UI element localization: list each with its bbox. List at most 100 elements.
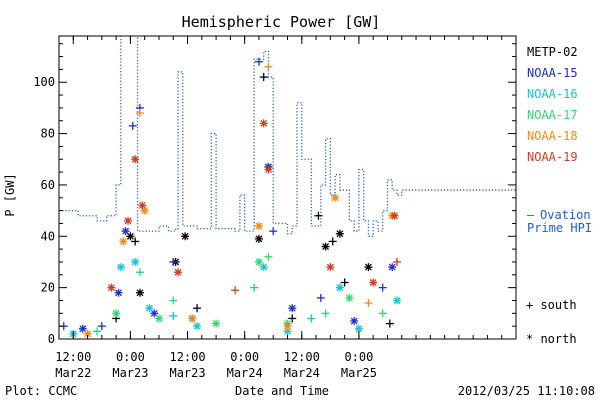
marker-stroke — [107, 284, 115, 292]
marker-stroke — [124, 217, 132, 225]
marker-noaa-17 — [321, 309, 330, 318]
marker-noaa-17 — [93, 327, 102, 336]
marker-legend-north: * north — [526, 332, 577, 346]
marker-stroke — [288, 304, 296, 312]
marker-stroke — [131, 155, 139, 163]
x-tick-label-date: Mar22 — [55, 366, 91, 380]
marker-noaa-17 — [212, 319, 221, 328]
marker-noaa-18 — [254, 222, 263, 231]
marker-stroke — [193, 322, 201, 330]
marker-legend-south: + south — [526, 298, 577, 312]
x-tick-label-time: 12:00 — [284, 350, 320, 364]
marker-noaa-16 — [145, 304, 154, 313]
legend-noaa-17: NOAA-17 — [527, 108, 578, 122]
marker-metp-02 — [135, 288, 144, 297]
marker-noaa-16 — [116, 263, 125, 272]
ovation-layer — [59, 36, 516, 237]
marker-stroke — [255, 258, 263, 266]
marker-noaa-18 — [188, 314, 197, 323]
marker-noaa-15 — [388, 263, 397, 272]
chart-title: Hemispheric Power [GW] — [182, 13, 381, 31]
marker-stroke — [126, 232, 134, 240]
marker-stroke — [336, 230, 344, 238]
marker-stroke — [212, 320, 220, 328]
ovation-prime-hpi-line — [59, 36, 516, 237]
marker-noaa-18 — [119, 237, 128, 246]
ovation-legend-line2: Prime HPI — [527, 221, 592, 235]
marker-stroke — [115, 289, 122, 297]
x-tick-label-time: 0:00 — [116, 350, 145, 364]
marker-noaa-15 — [114, 288, 123, 297]
x-tick-label-date: Mar24 — [284, 366, 320, 380]
x-tick-label-date: Mar23 — [112, 366, 148, 380]
marker-stroke — [131, 258, 139, 266]
legend-noaa-16: NOAA-16 — [527, 87, 578, 101]
marker-stroke — [260, 119, 268, 127]
ovation-legend-dash: — — [527, 208, 535, 222]
y-tick-label: 100 — [33, 75, 55, 89]
marker-metp-02 — [193, 304, 202, 313]
marker-stroke — [141, 207, 149, 215]
marker-stroke — [145, 304, 153, 312]
marker-stroke — [350, 317, 358, 325]
marker-stroke — [84, 330, 92, 338]
marker-noaa-16 — [335, 283, 344, 292]
marker-noaa-18 — [364, 299, 373, 308]
marker-noaa-17 — [345, 293, 354, 302]
marker-stroke — [150, 309, 158, 317]
marker-noaa-19 — [174, 268, 183, 277]
marker-metp-02 — [364, 263, 373, 272]
marker-noaa-17 — [154, 314, 163, 323]
marker-stroke — [393, 297, 401, 304]
series-legend: METP-02 NOAA-15 NOAA-16 NOAA-17 NOAA-18 NOAA-… — [527, 45, 578, 164]
marker-stroke — [260, 263, 268, 271]
marker-noaa-19 — [264, 165, 273, 174]
marker-stroke — [322, 243, 330, 251]
marker-noaa-18 — [264, 62, 273, 71]
marker-metp-02 — [314, 211, 323, 220]
legend-noaa-19: NOAA-19 — [527, 150, 578, 164]
marker-metp-02 — [288, 314, 297, 323]
marker-noaa-19 — [138, 201, 147, 210]
marker-noaa-15 — [97, 322, 106, 331]
marker-noaa-15 — [169, 257, 178, 266]
marker-noaa-18 — [135, 109, 144, 118]
marker-noaa-19 — [124, 216, 133, 225]
marker-noaa-16 — [250, 283, 259, 292]
marker-stroke — [391, 212, 399, 220]
footer-plot-source: Plot: CCMC — [5, 384, 77, 398]
legend-noaa-18: NOAA-18 — [527, 129, 578, 143]
legend-noaa-15: NOAA-15 — [527, 66, 578, 80]
marker-stroke — [155, 314, 163, 322]
x-tick-label-time: 12:00 — [169, 350, 205, 364]
marker-metp-02 — [335, 229, 344, 238]
footer-x-label: Date and Time — [235, 384, 329, 398]
marker-noaa-19 — [131, 155, 140, 164]
marker-stroke — [122, 227, 130, 235]
marker-metp-02 — [385, 319, 394, 328]
marker-stroke — [136, 289, 144, 297]
marker-stroke — [119, 237, 127, 245]
x-tick-label-date: Mar23 — [169, 366, 205, 380]
marker-noaa-17 — [112, 309, 121, 318]
marker-metp-02 — [181, 232, 190, 241]
marker-stroke — [345, 294, 353, 302]
marker-metp-02 — [321, 242, 330, 251]
y-tick-label: 20 — [41, 281, 55, 295]
y-tick-label: 40 — [41, 229, 55, 243]
marker-noaa-16 — [131, 257, 140, 266]
marker-noaa-15 — [269, 227, 278, 236]
marker-stroke — [255, 235, 263, 243]
marker-noaa-17 — [135, 268, 144, 277]
marker-noaa-15 — [378, 283, 387, 292]
marker-stroke — [364, 263, 372, 271]
marker-noaa-16 — [169, 311, 178, 320]
marker-noaa-17 — [264, 252, 273, 261]
marker-stroke — [79, 325, 87, 333]
marker-stroke — [284, 322, 291, 330]
ovation-legend-line1: Ovation — [540, 208, 591, 222]
marker-noaa-15 — [121, 227, 130, 236]
marker-noaa-16 — [307, 314, 316, 323]
x-tick-label-time: 0:00 — [230, 350, 259, 364]
